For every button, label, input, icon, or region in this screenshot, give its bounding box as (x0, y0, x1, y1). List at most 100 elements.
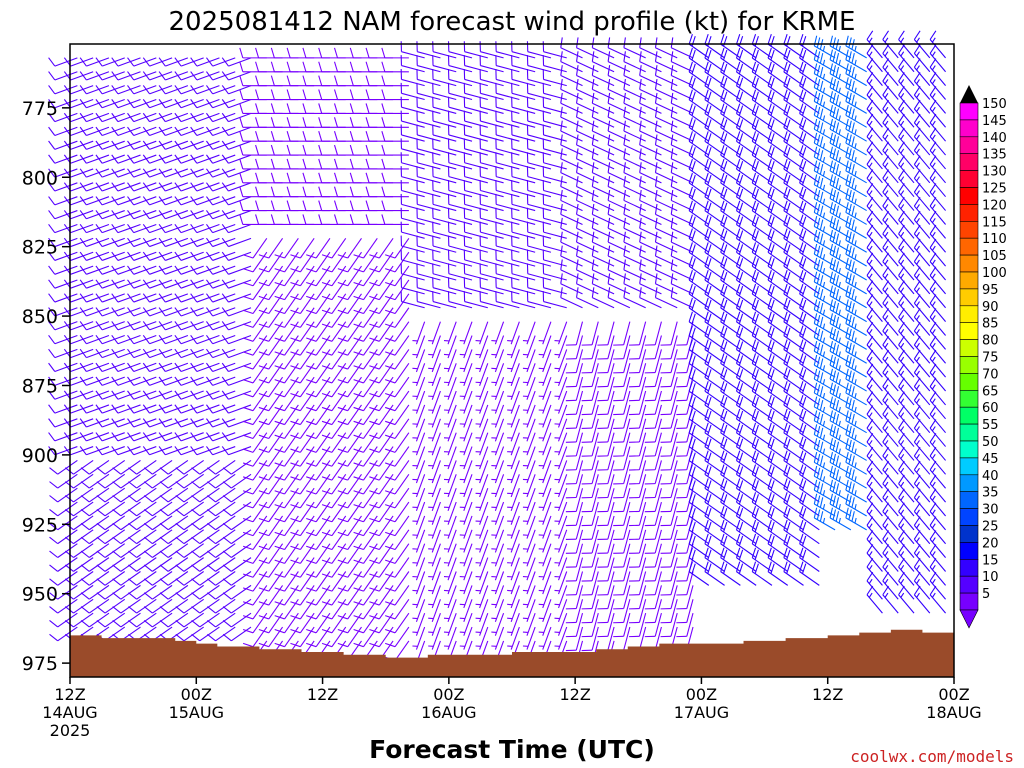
wind-barb (560, 273, 583, 295)
wind-barb (813, 452, 836, 475)
wind-barb (491, 557, 505, 581)
wind-barb (575, 176, 599, 198)
wind-barb (443, 626, 457, 650)
wind-barb (575, 273, 599, 295)
wind-barb (866, 474, 883, 503)
wind-barb (554, 501, 568, 525)
wind-barb (174, 168, 204, 178)
wind-barb (613, 349, 631, 374)
wind-barb (799, 478, 820, 503)
wind-barb (190, 168, 220, 178)
wind-barb (79, 99, 110, 109)
wind-barb (174, 223, 204, 234)
wind-barb (428, 599, 441, 623)
wind-barb (829, 452, 852, 475)
wind-barb (813, 229, 836, 253)
wind-barb (128, 584, 157, 600)
wind-barb (475, 501, 489, 525)
wind-barb (491, 390, 505, 414)
wind-barb (432, 166, 457, 184)
wind-barb (913, 585, 931, 614)
wind-barb (597, 571, 615, 596)
wind-barb (96, 557, 126, 572)
wind-barb (80, 459, 110, 475)
wind-barb (479, 41, 504, 59)
wind-barb (538, 612, 552, 636)
wind-barb (597, 585, 615, 610)
wind-barb (412, 557, 426, 581)
wind-barb (898, 571, 915, 600)
wind-barb (542, 124, 567, 142)
wind-barb (554, 529, 568, 553)
wind-barb (290, 598, 315, 620)
wind-barb (49, 571, 78, 586)
wind-barb (799, 311, 820, 336)
wind-barb (581, 418, 599, 443)
wind-barb (95, 57, 125, 67)
wind-barb (526, 166, 552, 184)
wind-barb (660, 418, 678, 443)
wind-barb (639, 162, 662, 184)
wind-barb (507, 376, 520, 400)
wind-barb (258, 515, 284, 537)
wind-barb (829, 396, 852, 420)
wind-barb (581, 446, 599, 471)
wind-barb (538, 599, 552, 623)
wind-barb (660, 488, 678, 513)
wind-barb (290, 501, 315, 523)
wind-barb (111, 210, 141, 220)
wind-barb (542, 152, 567, 170)
wind-barb (428, 612, 441, 636)
wind-barb (628, 488, 647, 513)
wind-barb (799, 297, 820, 323)
wind-barb (591, 231, 615, 253)
wind-barb (258, 571, 284, 592)
wind-barb (459, 557, 473, 581)
wind-barb (207, 612, 236, 628)
wind-barb (542, 138, 567, 156)
wind-barb (522, 474, 536, 498)
wind-barb (491, 543, 505, 567)
wind-barb (191, 459, 220, 475)
wind-barb (882, 377, 899, 406)
wind-barb (174, 210, 204, 220)
wind-barb (565, 529, 584, 554)
colorbar-label: 125 (982, 182, 1007, 197)
wind-barb (127, 362, 157, 373)
wind-barb (799, 256, 820, 281)
wind-barb (613, 474, 631, 499)
wind-barb (222, 557, 252, 572)
wind-barb (337, 251, 362, 273)
wind-barb (369, 557, 394, 578)
wind-barb (491, 571, 505, 595)
wind-barb (221, 334, 252, 345)
wind-barb (511, 277, 536, 295)
wind-barb (174, 99, 204, 109)
wind-barb (242, 307, 268, 328)
wind-barb (613, 571, 631, 596)
wind-barb (306, 474, 331, 495)
wind-barb (898, 155, 915, 184)
wind-barb (463, 68, 488, 87)
wind-barb (353, 501, 378, 523)
wind-barb (96, 473, 126, 489)
wind-barb (412, 363, 426, 387)
wind-barb (191, 571, 220, 586)
wind-barb (111, 321, 141, 331)
wind-barb (174, 154, 204, 164)
wind-barb (554, 432, 568, 456)
wind-barb (898, 419, 915, 447)
wind-barb (526, 96, 552, 114)
wind-barb (48, 154, 78, 164)
wind-barb (111, 376, 141, 386)
wind-barb (538, 585, 552, 609)
wind-barb (845, 327, 867, 350)
wind-barb (49, 487, 78, 503)
wind-barb (639, 190, 662, 212)
wind-barb (385, 585, 410, 606)
y-tick-label: 925 (22, 514, 58, 536)
wind-barb (258, 612, 284, 634)
wind-barb (205, 404, 236, 414)
wind-barb (242, 515, 268, 537)
wind-barb (929, 113, 947, 142)
